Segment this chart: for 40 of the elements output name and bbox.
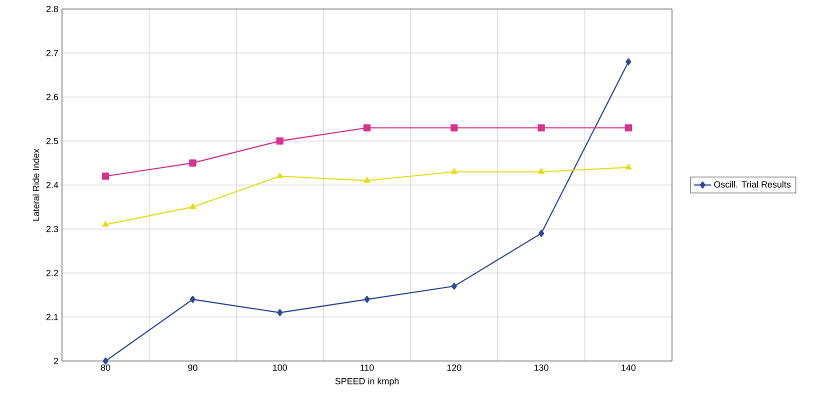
point: [450, 124, 458, 132]
y-tick-label: 2.6: [46, 94, 58, 100]
point: [626, 58, 632, 66]
y-tick-label: 2.5: [46, 138, 58, 144]
point: [102, 357, 108, 365]
point: [277, 309, 283, 316]
point: [364, 296, 370, 303]
point: [102, 221, 109, 227]
y-tick-label: 2.2: [46, 270, 58, 276]
y-tick-label: 2: [54, 358, 58, 364]
point: [451, 282, 457, 290]
x-tick-label: 100: [273, 364, 287, 371]
x-tick-label: 80: [100, 364, 110, 371]
point: [276, 172, 284, 178]
x-tick-label: 130: [534, 364, 548, 371]
y-tick-label: 2.8: [46, 6, 58, 12]
y-axis-title: Lateral Ride Index: [32, 148, 40, 221]
point: [450, 168, 458, 174]
x-tick-label: 110: [360, 364, 374, 371]
x-tick-label: 140: [622, 364, 636, 371]
y-tick-label: 2.1: [46, 314, 58, 320]
y-tick-label: 2.4: [46, 182, 58, 188]
point: [538, 168, 544, 174]
point: [190, 296, 196, 303]
point: [538, 124, 545, 132]
point: [624, 124, 632, 132]
y-tick-label: 2.7: [46, 50, 58, 56]
y-tick-label: 2.3: [46, 226, 58, 232]
legend-label: Oscill. Trial Results: [714, 181, 791, 188]
point: [363, 124, 371, 132]
x-tick-label: 90: [188, 364, 198, 371]
point: [538, 230, 544, 237]
x-axis-title: SPEED in kmph: [335, 378, 399, 386]
point: [102, 172, 110, 180]
point: [189, 159, 196, 167]
x-tick-label: 120: [447, 364, 462, 371]
point: [190, 203, 196, 210]
point: [276, 137, 284, 145]
point: [625, 164, 632, 170]
point: [364, 177, 370, 183]
